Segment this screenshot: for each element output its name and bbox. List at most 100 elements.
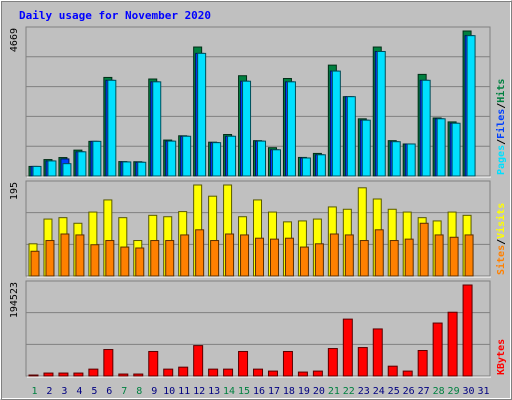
bar-pages-day-5	[92, 140, 102, 177]
bar-pages-day-26	[406, 143, 416, 177]
bar-pages-day-19	[301, 157, 311, 177]
x-tick-label: 25	[388, 386, 400, 397]
x-tick-label: 20	[313, 386, 325, 397]
bar-kbytes-day-13	[208, 368, 219, 377]
bar-sites-day-15	[240, 234, 250, 277]
bar-kbytes-day-14	[223, 368, 234, 377]
x-tick-label: 10	[163, 386, 175, 397]
bar-kbytes-day-18	[282, 350, 293, 377]
x-tick-label: 3	[61, 386, 67, 397]
panel-visits-legend: Sites/Visits	[495, 203, 507, 275]
bar-pages-day-24	[376, 50, 386, 177]
bar-kbytes-day-3	[58, 372, 69, 377]
bar-pages-day-4	[77, 151, 87, 177]
bar-sites-day-25	[389, 240, 399, 277]
bar-sites-day-30	[464, 234, 474, 277]
bar-pages-day-28	[436, 118, 446, 177]
bar-sites-day-7	[120, 246, 130, 277]
panel-kbytes-max-label: 194523	[9, 282, 20, 318]
bar-pages-day-3	[62, 163, 72, 177]
legend-entry: KBytes	[496, 339, 507, 375]
x-tick-label: 7	[121, 386, 127, 397]
bar-kbytes-day-16	[253, 368, 264, 377]
x-tick-label: 30	[463, 386, 475, 397]
bar-kbytes-day-26	[402, 370, 413, 377]
bar-pages-day-23	[361, 119, 371, 177]
legend-entry: Sites	[495, 245, 507, 275]
x-tick-label: 1	[31, 386, 37, 397]
bar-sites-day-10	[165, 240, 175, 277]
bar-pages-day-11	[182, 135, 192, 177]
x-tick-label: 18	[283, 386, 295, 397]
panel-visits-max-label: 195	[9, 182, 20, 200]
bar-pages-day-25	[391, 141, 401, 177]
bar-kbytes-day-25	[387, 365, 398, 377]
bar-sites-day-6	[105, 240, 115, 277]
bar-kbytes-day-4	[73, 372, 84, 377]
legend-entry: Pages	[496, 145, 507, 175]
x-tick-label: 13	[208, 386, 220, 397]
bar-pages-day-30	[466, 35, 476, 177]
plot-layer: 4669Pages/Files/Hits195Sites/Visits19452…	[9, 26, 507, 397]
bar-sites-day-26	[404, 238, 414, 277]
x-tick-label: 9	[151, 386, 157, 397]
bar-sites-day-22	[344, 234, 354, 277]
bar-kbytes-day-24	[372, 328, 383, 377]
bar-sites-day-9	[150, 240, 160, 277]
legend-entry: Hits	[495, 79, 507, 103]
legend-entry: Visits	[495, 203, 507, 239]
bar-sites-day-8	[135, 247, 145, 277]
bar-kbytes-day-29	[447, 311, 458, 377]
bar-pages-day-6	[107, 79, 117, 177]
x-tick-label: 15	[238, 386, 250, 397]
bar-kbytes-day-19	[297, 371, 308, 377]
chart-title: Daily usage for November 2020	[19, 9, 211, 22]
bar-pages-day-13	[212, 142, 222, 177]
x-tick-label: 5	[91, 386, 97, 397]
bar-sites-day-5	[90, 244, 100, 277]
x-tick-label: 17	[268, 386, 280, 397]
x-tick-label: 11	[178, 386, 190, 397]
bar-kbytes-day-17	[267, 370, 278, 377]
bar-kbytes-day-8	[133, 373, 144, 377]
bar-sites-day-18	[284, 237, 294, 277]
bar-sites-day-1	[30, 250, 40, 277]
bar-kbytes-day-23	[357, 347, 368, 377]
bar-kbytes-day-21	[327, 348, 338, 377]
bar-pages-day-7	[122, 161, 132, 177]
x-tick-label: 8	[136, 386, 142, 397]
x-tick-label: 6	[106, 386, 112, 397]
bar-kbytes-day-6	[103, 349, 114, 377]
legend-entry: /	[496, 103, 507, 109]
x-tick-label: 16	[253, 386, 265, 397]
bar-kbytes-day-20	[312, 370, 323, 377]
bar-sites-day-21	[329, 233, 339, 277]
x-tick-label: 29	[448, 386, 460, 397]
bar-pages-day-1	[32, 165, 42, 177]
bar-pages-day-27	[421, 79, 431, 177]
bar-pages-day-8	[137, 161, 147, 177]
bar-sites-day-2	[45, 240, 55, 277]
x-tick-label: 12	[193, 386, 205, 397]
bar-sites-day-11	[180, 234, 190, 277]
bar-pages-day-9	[152, 81, 162, 177]
x-tick-label: 24	[373, 386, 385, 397]
bar-pages-day-21	[331, 70, 341, 177]
bar-sites-day-23	[359, 240, 369, 277]
bar-sites-day-14	[225, 233, 235, 277]
x-tick-label: 28	[433, 386, 445, 397]
bar-pages-day-22	[346, 96, 356, 177]
bar-kbytes-day-15	[238, 350, 249, 377]
bar-kbytes-day-9	[148, 350, 159, 377]
bar-sites-day-17	[269, 238, 279, 277]
x-tick-label: 27	[418, 386, 430, 397]
bar-kbytes-day-12	[193, 345, 204, 377]
x-tick-label: 21	[328, 386, 340, 397]
bar-pages-day-10	[167, 140, 177, 177]
bar-sites-day-4	[75, 234, 85, 277]
bar-kbytes-day-11	[178, 366, 189, 377]
bar-kbytes-day-28	[432, 322, 443, 377]
bar-sites-day-28	[434, 234, 444, 277]
bar-kbytes-day-5	[88, 368, 99, 377]
